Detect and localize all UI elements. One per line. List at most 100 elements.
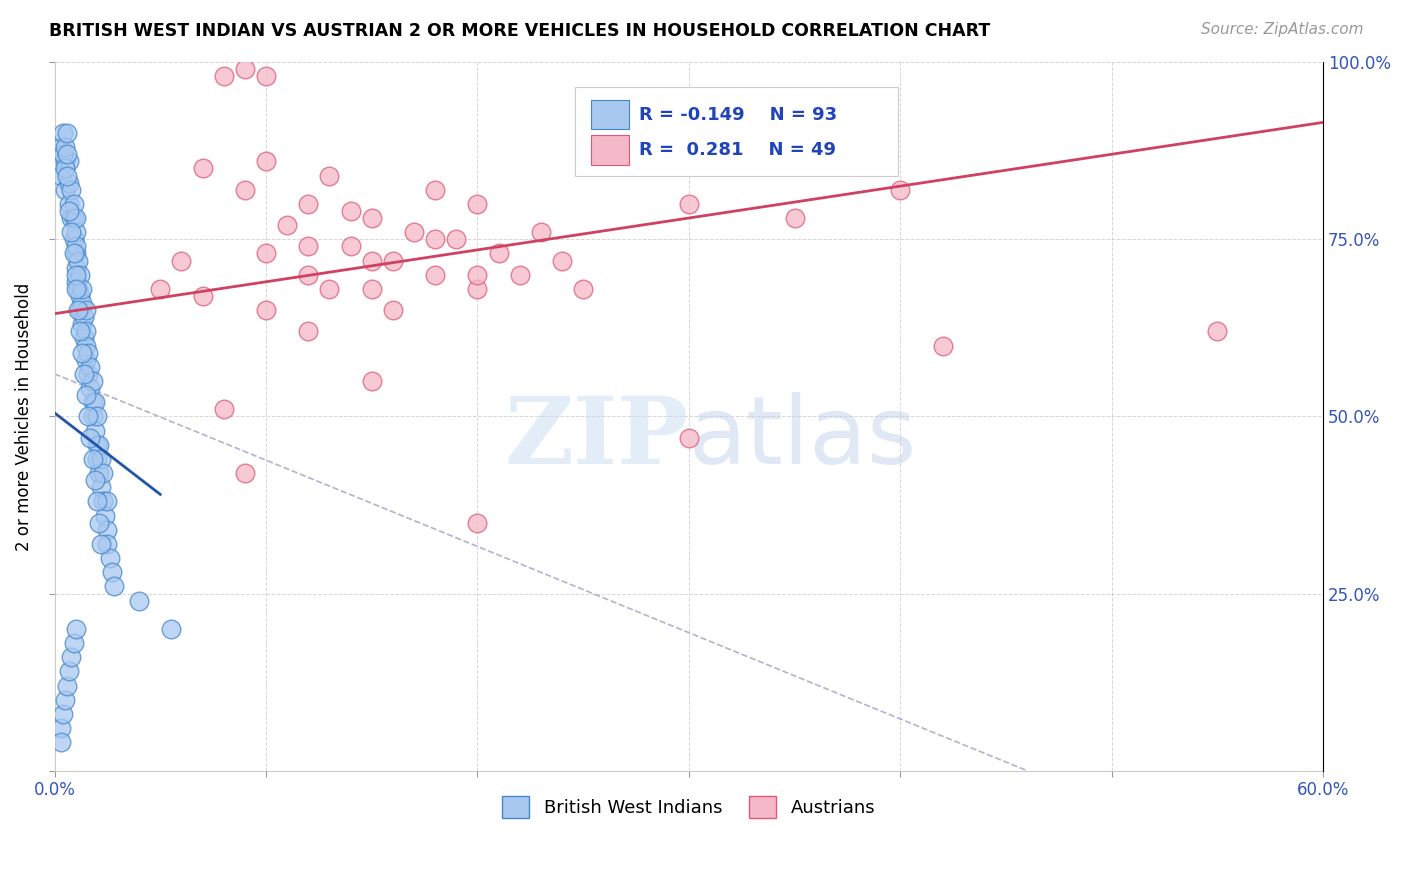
Point [94, 508, 117, 523]
Point [79, 359, 101, 374]
Point [233, 466, 256, 480]
Point [73, 331, 96, 345]
Point [62, 211, 84, 225]
Point [1206, 325, 1229, 339]
Legend: British West Indians, Austrians: British West Indians, Austrians [495, 789, 883, 825]
Point [931, 338, 953, 352]
Point [62, 197, 84, 211]
Point [467, 268, 489, 282]
Point [69, 303, 91, 318]
Text: ZIP: ZIP [505, 392, 689, 483]
Point [87, 466, 110, 480]
Point [75, 338, 97, 352]
Point [159, 622, 181, 636]
Point [678, 197, 700, 211]
FancyBboxPatch shape [591, 100, 630, 129]
Point [87, 438, 110, 452]
Point [103, 579, 125, 593]
Point [77, 345, 100, 359]
Point [86, 438, 108, 452]
Text: R =  0.281    N = 49: R = 0.281 N = 49 [640, 141, 837, 159]
Point [360, 211, 382, 225]
Point [254, 246, 277, 260]
Point [65, 268, 87, 282]
Point [360, 374, 382, 388]
Point [79, 431, 101, 445]
Text: BRITISH WEST INDIAN VS AUSTRIAN 2 OR MORE VEHICLES IN HOUSEHOLD CORRELATION CHAR: BRITISH WEST INDIAN VS AUSTRIAN 2 OR MOR… [49, 22, 990, 40]
Point [58, 197, 80, 211]
Point [69, 268, 91, 282]
Point [83, 424, 105, 438]
Point [56, 126, 79, 140]
Point [56, 169, 79, 183]
Point [53, 140, 76, 154]
Point [446, 232, 468, 246]
Point [96, 523, 118, 537]
Point [52, 706, 75, 721]
Point [82, 395, 104, 409]
Point [339, 239, 361, 253]
Point [77, 367, 100, 381]
Point [91, 466, 114, 480]
Point [70, 282, 93, 296]
Point [79, 381, 101, 395]
Point [423, 268, 446, 282]
Point [297, 325, 319, 339]
Point [90, 480, 112, 494]
Point [69, 289, 91, 303]
Point [65, 211, 87, 225]
Point [60, 650, 83, 665]
Point [69, 325, 91, 339]
Point [65, 246, 87, 260]
Point [318, 169, 340, 183]
Point [212, 70, 235, 84]
Point [65, 622, 87, 636]
Point [233, 62, 256, 77]
FancyBboxPatch shape [591, 135, 630, 165]
Point [339, 203, 361, 218]
Point [572, 282, 595, 296]
Point [52, 126, 75, 140]
Point [402, 225, 425, 239]
Point [58, 665, 80, 679]
Point [60, 211, 83, 225]
Point [77, 409, 100, 424]
Point [66, 282, 89, 296]
Point [233, 183, 256, 197]
Point [56, 679, 79, 693]
Point [58, 203, 80, 218]
Point [96, 537, 118, 551]
Y-axis label: 2 or more Vehicles in Household: 2 or more Vehicles in Household [15, 282, 32, 550]
Point [75, 325, 97, 339]
Point [66, 253, 89, 268]
Point [254, 70, 277, 84]
Point [65, 239, 87, 253]
Point [128, 593, 150, 607]
Point [423, 183, 446, 197]
Point [360, 282, 382, 296]
Point [297, 197, 319, 211]
Point [381, 303, 404, 318]
Point [86, 451, 108, 466]
Point [551, 253, 574, 268]
Point [83, 395, 105, 409]
Point [82, 409, 104, 424]
Point [212, 402, 235, 417]
Point [254, 154, 277, 169]
Point [191, 161, 214, 176]
FancyBboxPatch shape [575, 87, 898, 176]
Point [381, 253, 404, 268]
Point [49, 169, 72, 183]
Point [60, 183, 83, 197]
Point [509, 268, 531, 282]
Point [889, 183, 911, 197]
Point [73, 367, 96, 381]
Point [53, 693, 76, 707]
Point [49, 140, 72, 154]
Point [91, 494, 114, 508]
Point [191, 289, 214, 303]
Point [488, 246, 510, 260]
Point [75, 352, 97, 367]
Point [49, 735, 72, 749]
Point [70, 318, 93, 332]
